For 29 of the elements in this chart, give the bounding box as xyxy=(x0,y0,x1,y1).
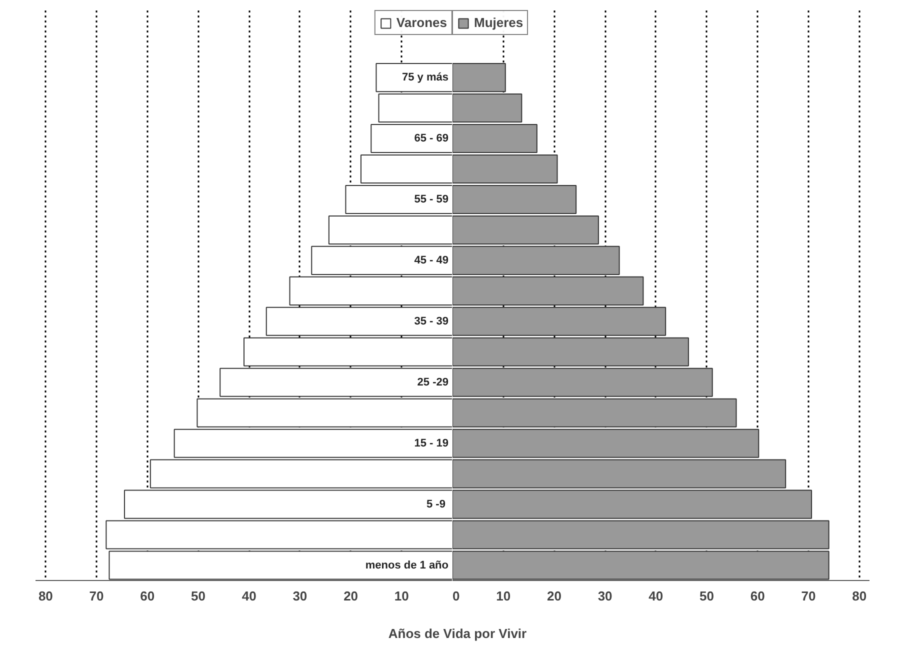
x-tick-label: 30 xyxy=(598,588,612,604)
x-tick-label: 40 xyxy=(242,588,256,604)
y-tick-label: 25 -29 xyxy=(417,376,449,388)
x-tick-label: 70 xyxy=(89,588,104,604)
x-tick-label: 20 xyxy=(546,588,562,604)
legend-label: Varones xyxy=(396,15,447,30)
x-tick-label: 40 xyxy=(648,588,664,604)
x-tick-label: 30 xyxy=(292,588,308,604)
x-tick-label: 10 xyxy=(496,588,511,604)
x-tick-label: 60 xyxy=(140,588,155,604)
x-tick-label: 50 xyxy=(191,588,206,604)
y-tick-label: 45 - 49 xyxy=(414,254,449,266)
x-tick-label: 80 xyxy=(38,588,53,604)
y-tick-label: 5 -9 xyxy=(426,498,446,510)
x-tick-label: 10 xyxy=(394,588,409,604)
x-tick-label: 80 xyxy=(852,588,867,604)
x-tick-label: 0 xyxy=(452,588,460,604)
y-tick-label: 75 y más xyxy=(402,72,449,84)
x-axis-title: Años de Vida por Vivir xyxy=(388,625,527,643)
y-tick-label: 55 - 59 xyxy=(414,193,449,206)
x-tick-label: 60 xyxy=(750,588,765,604)
x-tick-label: 50 xyxy=(700,588,714,604)
y-tick-label: 35 - 39 xyxy=(414,315,449,328)
x-tick-label: 20 xyxy=(344,588,358,604)
y-tick-label: menos de 1 año xyxy=(365,559,449,572)
y-tick-label: 65 - 69 xyxy=(414,132,449,145)
text: Mujeres xyxy=(474,15,524,30)
x-tick-label: 70 xyxy=(801,588,816,604)
y-tick-label: 15 - 19 xyxy=(414,437,449,450)
